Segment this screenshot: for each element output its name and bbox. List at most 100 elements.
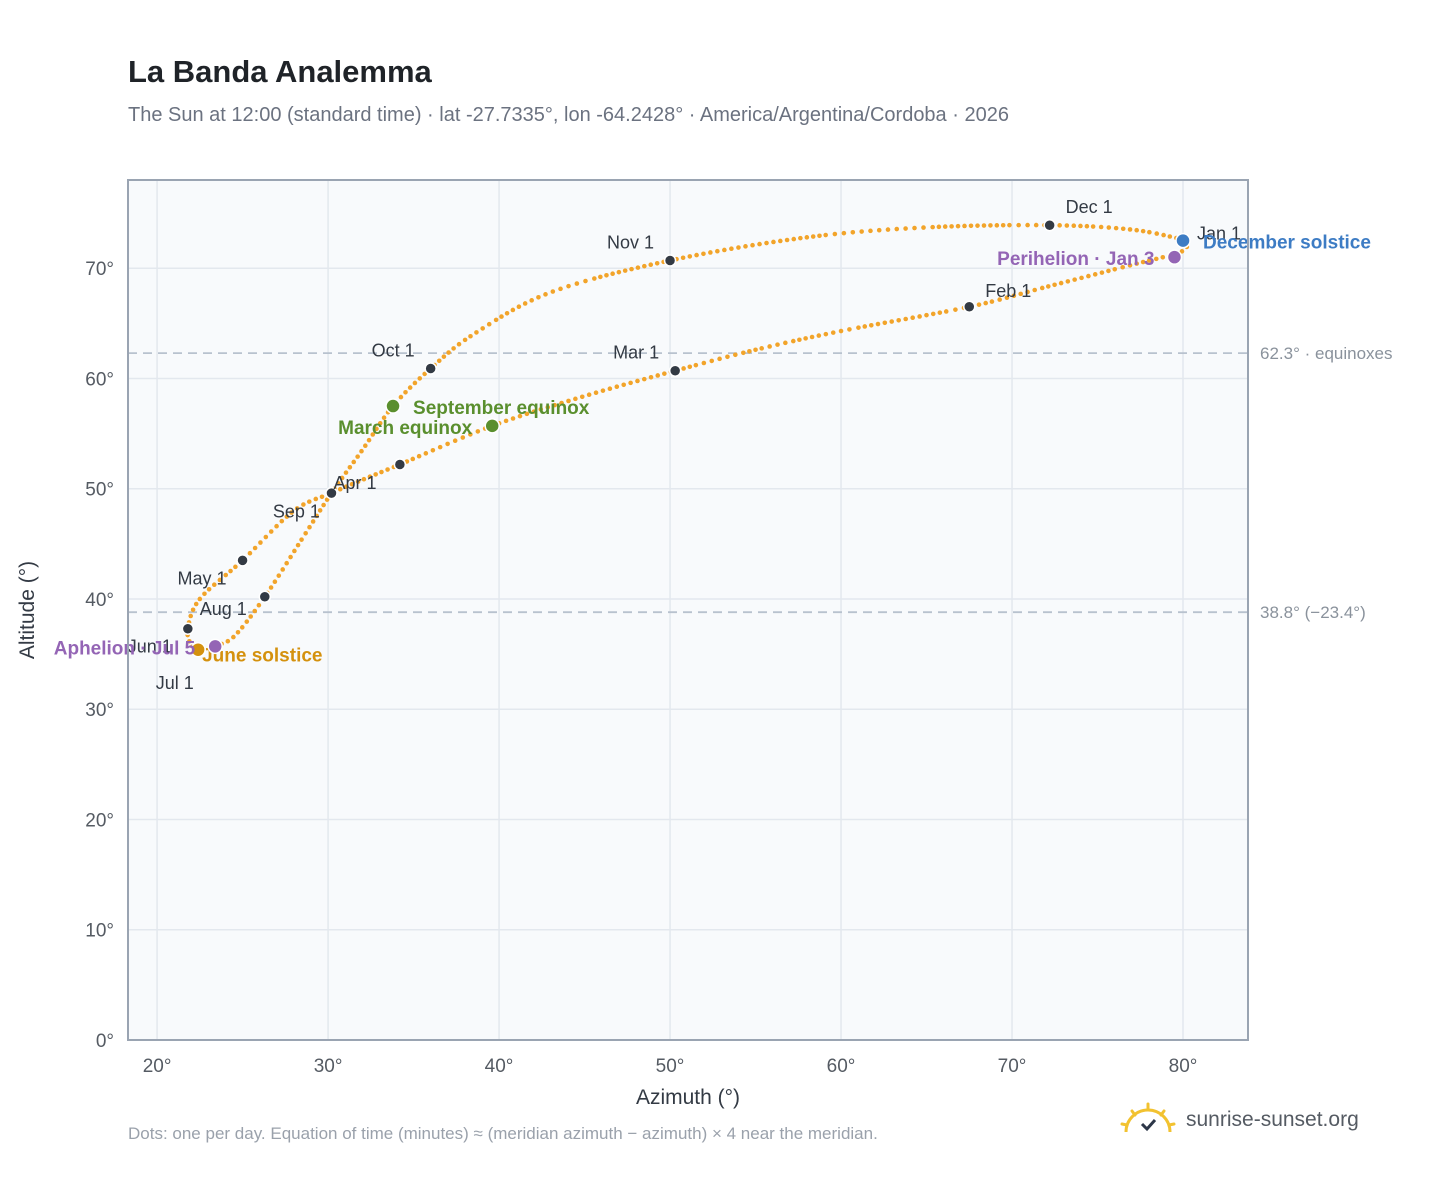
month-marker-dot — [325, 486, 338, 500]
day-dot — [804, 235, 810, 240]
day-dot — [347, 465, 353, 470]
day-dot — [462, 337, 468, 343]
month-marker-dot — [668, 364, 682, 377]
day-dot — [1078, 223, 1083, 229]
day-dot — [289, 510, 294, 515]
day-dot — [694, 252, 699, 258]
day-dot — [349, 481, 355, 487]
day-dot — [797, 337, 802, 343]
day-dot — [764, 240, 769, 246]
day-dot — [747, 348, 752, 354]
day-dot — [924, 312, 929, 318]
day-dot — [1011, 293, 1017, 299]
day-dot — [522, 301, 528, 306]
day-dot — [223, 572, 229, 578]
day-dot — [292, 548, 297, 554]
day-dot — [641, 376, 647, 382]
day-dot — [917, 314, 922, 319]
x-tick-label: 70° — [998, 1056, 1027, 1077]
day-dot — [936, 224, 942, 230]
day-dot — [809, 334, 815, 340]
day-dot — [1007, 222, 1012, 228]
day-dot — [268, 585, 274, 590]
day-dot — [430, 447, 436, 453]
day-dot — [276, 573, 282, 578]
day-dot — [256, 602, 262, 608]
day-dot — [709, 358, 715, 364]
day-dot — [538, 407, 544, 412]
day-dot — [206, 587, 212, 592]
event-marker-label: September equinox — [413, 398, 590, 419]
day-dot — [816, 333, 822, 338]
day-dot — [662, 371, 667, 376]
day-dot — [536, 294, 541, 300]
day-dot — [493, 317, 499, 323]
day-dot — [1134, 227, 1139, 233]
day-dot — [228, 568, 233, 574]
day-dot — [531, 409, 537, 414]
day-dot — [252, 545, 258, 551]
day-dot — [771, 239, 776, 245]
day-dot — [759, 346, 764, 351]
footnote: Dots: one per day. Equation of time (min… — [128, 1124, 878, 1143]
day-dot — [790, 338, 796, 344]
day-dot — [955, 223, 961, 229]
day-dot — [882, 320, 888, 326]
day-dot — [545, 404, 551, 410]
day-dot — [1025, 222, 1030, 228]
day-dot — [187, 638, 192, 644]
day-dot — [188, 613, 194, 619]
month-marker-label: Mar 1 — [613, 343, 659, 363]
day-dot — [655, 373, 661, 378]
day-dot — [1033, 222, 1039, 228]
day-dot — [942, 224, 948, 229]
day-dot — [295, 542, 301, 548]
day-dot — [693, 362, 699, 368]
day-dot — [803, 336, 808, 341]
day-dot — [460, 435, 466, 440]
day-dot — [847, 327, 852, 332]
month-markers: Jan 1 Feb 1 Mar 1 Apr 1 May 1 Jun 1 Jul 1 Aug 1… — [128, 197, 1241, 693]
day-dot — [648, 374, 654, 380]
plot-frame — [127, 179, 1249, 1041]
day-dot — [550, 289, 556, 294]
day-dot — [1025, 289, 1030, 295]
day-dot — [1039, 285, 1045, 291]
day-dot — [193, 601, 199, 607]
day-dot — [412, 380, 418, 386]
day-dot — [268, 529, 274, 534]
day-dot — [616, 269, 622, 275]
y-tick-label: 30° — [85, 700, 114, 721]
event-marker-label: Aphelion · Jul 5 — [54, 638, 196, 659]
event-marker-dot — [190, 641, 206, 658]
x-tick-label: 40° — [485, 1056, 514, 1077]
day-dot — [574, 281, 580, 286]
day-dot — [468, 432, 473, 437]
day-dot — [1086, 273, 1091, 279]
day-dot — [529, 298, 534, 303]
day-dot — [832, 231, 838, 237]
day-dot — [524, 411, 530, 417]
day-dot — [798, 235, 803, 241]
day-dot — [225, 638, 231, 644]
day-dot — [621, 382, 627, 388]
day-dot — [629, 266, 634, 272]
month-marker-label: Dec 1 — [1066, 197, 1113, 217]
month-marker-label: Sep 1 — [273, 501, 320, 521]
day-dot — [398, 394, 404, 400]
day-dot — [593, 390, 599, 395]
day-dot — [868, 322, 874, 328]
day-dot — [294, 506, 300, 511]
day-dot — [299, 537, 304, 542]
day-dot — [284, 560, 289, 566]
day-dot — [868, 228, 873, 234]
day-dot — [943, 309, 949, 314]
month-marker-dot — [1043, 218, 1056, 232]
day-dot — [239, 625, 245, 630]
day-dot — [648, 262, 654, 268]
month-marker-dot — [181, 622, 195, 635]
month-marker-dot — [424, 362, 437, 375]
day-dot — [830, 330, 836, 335]
x-tick-label: 20° — [143, 1056, 172, 1077]
day-dot — [499, 314, 504, 319]
